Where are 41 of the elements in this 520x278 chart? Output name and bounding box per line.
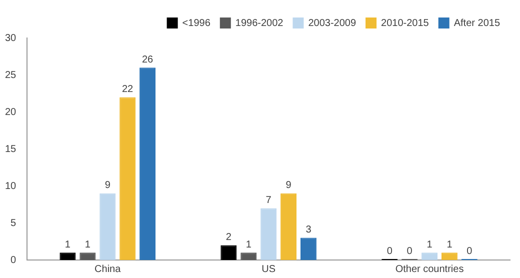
y-tick-label: 30 — [5, 32, 17, 44]
y-tick-label: 5 — [10, 218, 17, 229]
data-label: 1 — [64, 239, 71, 250]
data-label: 0 — [386, 246, 393, 257]
bar — [300, 238, 316, 260]
bar — [240, 252, 257, 260]
legend-label: 2003-2009 — [308, 18, 356, 29]
bar — [60, 252, 76, 260]
bar — [260, 208, 277, 260]
legend-label: After 2015 — [454, 18, 500, 29]
data-label: 22 — [122, 84, 134, 95]
y-tick-label: 20 — [5, 106, 17, 118]
y-tick-label: 15 — [5, 144, 17, 155]
legend-label: 2010-2015 — [381, 18, 430, 29]
x-tick-label: Other countries — [395, 264, 464, 275]
data-label: 0 — [466, 246, 473, 257]
bar — [140, 68, 156, 260]
data-label: 1 — [426, 239, 433, 250]
bar — [100, 193, 116, 260]
data-label: 9 — [286, 180, 292, 192]
bar — [441, 252, 458, 260]
data-label: 1 — [446, 239, 453, 250]
data-label: 7 — [266, 194, 272, 206]
legend-label: <1996 — [182, 18, 211, 29]
x-tick-label: US — [262, 264, 276, 275]
data-label: 1 — [246, 239, 252, 250]
bar — [80, 252, 96, 260]
bar — [280, 193, 297, 260]
data-label: 3 — [306, 224, 312, 236]
bar — [422, 252, 438, 260]
y-tick-label: 10 — [5, 180, 17, 192]
data-label: 9 — [104, 180, 111, 192]
legend-label: 1996-2002 — [235, 18, 284, 29]
data-label: 1 — [84, 239, 91, 250]
bar — [120, 97, 136, 260]
data-label: 2 — [226, 232, 232, 243]
data-label: 0 — [406, 246, 413, 257]
data-label: 26 — [142, 54, 154, 66]
x-tick-label: China — [94, 264, 122, 275]
y-tick-label: 25 — [5, 70, 17, 81]
y-tick-label: 0 — [10, 254, 17, 266]
